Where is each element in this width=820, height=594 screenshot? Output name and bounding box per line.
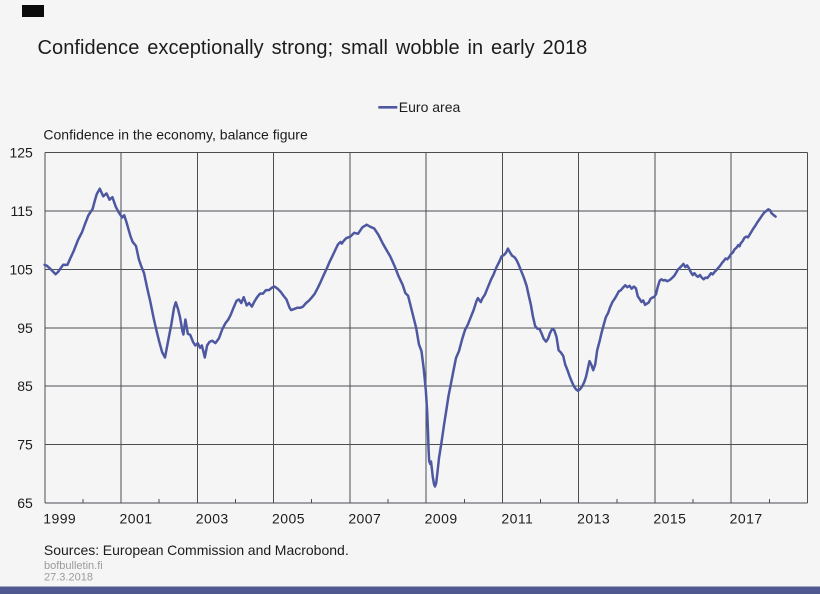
svg-text:27.3.2018: 27.3.2018	[44, 571, 93, 583]
svg-text:Sources: European Commission a: Sources: European Commission and Macrobo…	[44, 542, 349, 558]
svg-text:2001: 2001	[120, 511, 153, 527]
svg-text:115: 115	[10, 203, 33, 219]
svg-text:2007: 2007	[348, 511, 381, 527]
svg-text:2009: 2009	[425, 511, 458, 527]
svg-text:bofbulletin.fi: bofbulletin.fi	[44, 560, 103, 572]
svg-text:2003: 2003	[196, 511, 229, 527]
svg-text:2013: 2013	[577, 511, 610, 527]
svg-text:75: 75	[17, 437, 33, 453]
svg-text:1999: 1999	[43, 511, 76, 527]
svg-text:2005: 2005	[272, 511, 305, 527]
svg-text:105: 105	[9, 262, 33, 278]
svg-text:2015: 2015	[653, 511, 686, 527]
svg-text:85: 85	[17, 378, 33, 394]
svg-text:2011: 2011	[501, 511, 533, 527]
svg-text:125: 125	[9, 145, 33, 161]
svg-text:95: 95	[17, 320, 33, 336]
svg-text:65: 65	[17, 495, 33, 511]
svg-text:Euro area: Euro area	[399, 99, 461, 115]
svg-text:2017: 2017	[730, 511, 763, 527]
svg-text:Confidence exceptionally stron: Confidence exceptionally strong; small w…	[38, 37, 588, 59]
svg-text:Confidence in the economy, bal: Confidence in the economy, balance figur…	[43, 126, 308, 142]
